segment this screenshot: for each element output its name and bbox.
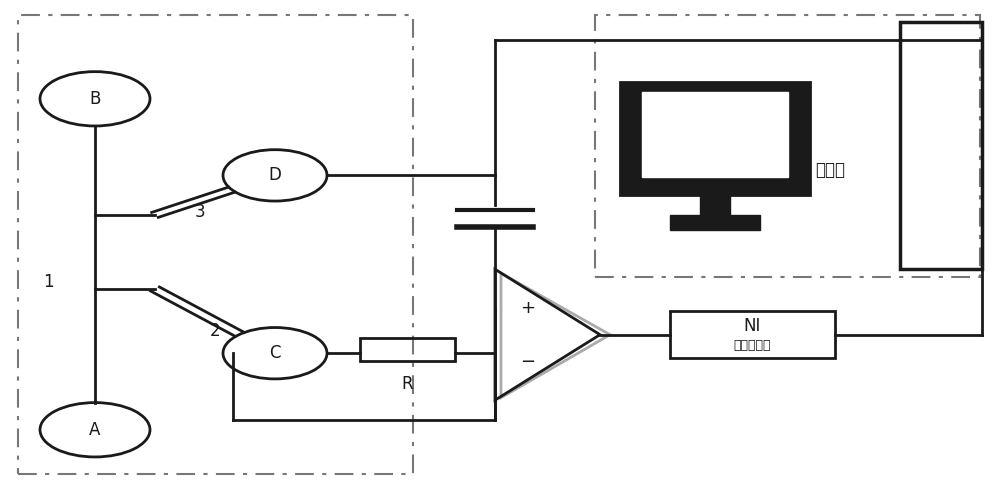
Text: 计算机: 计算机 <box>815 162 845 179</box>
Text: D: D <box>269 166 281 184</box>
Text: R: R <box>402 375 413 393</box>
Text: B: B <box>89 90 101 108</box>
FancyBboxPatch shape <box>642 92 788 177</box>
Text: 3: 3 <box>195 204 205 221</box>
FancyBboxPatch shape <box>620 82 810 195</box>
Text: 1: 1 <box>43 273 53 290</box>
Text: 2: 2 <box>210 322 220 340</box>
FancyBboxPatch shape <box>700 195 730 215</box>
Text: +: + <box>520 298 535 317</box>
Text: 数据采集仪: 数据采集仪 <box>734 338 771 352</box>
Text: NI: NI <box>744 317 761 335</box>
Text: C: C <box>269 344 281 362</box>
Text: −: − <box>520 353 535 371</box>
Text: A: A <box>89 421 101 439</box>
FancyBboxPatch shape <box>670 215 760 230</box>
